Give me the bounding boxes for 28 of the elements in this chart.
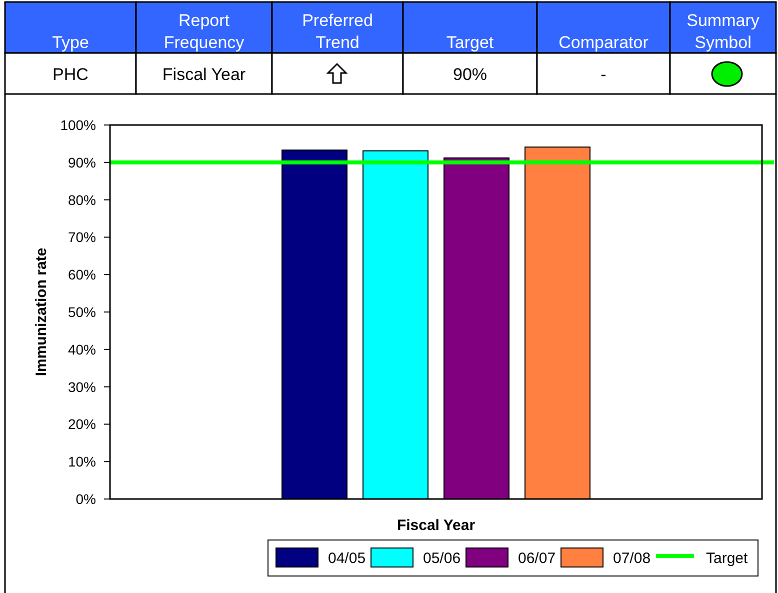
text: Summary Symbol bbox=[686, 11, 760, 52]
legend-label: Target bbox=[706, 550, 749, 567]
y-tick-label: 50% bbox=[68, 304, 96, 320]
text: Comparator bbox=[558, 33, 649, 52]
text: PHC bbox=[52, 65, 88, 84]
y-axis-title: Immunization rate bbox=[33, 248, 50, 376]
text: - bbox=[600, 65, 606, 84]
y-tick-label: 100% bbox=[60, 117, 96, 133]
legend-label: 07/08 bbox=[613, 550, 651, 567]
x-axis-title: Fiscal Year bbox=[396, 517, 476, 534]
text: 90% bbox=[452, 65, 488, 84]
y-tick-label: 30% bbox=[68, 378, 96, 395]
y-tick-label: 10% bbox=[68, 454, 96, 470]
legend-label: 06/07 bbox=[518, 550, 556, 567]
legend-label: 04/05 bbox=[328, 550, 366, 567]
text: Type bbox=[52, 33, 89, 52]
y-tick-label: 0% bbox=[76, 491, 96, 507]
y-tick-label: 80% bbox=[68, 192, 96, 208]
y-tick-label: 20% bbox=[68, 416, 96, 432]
y-tick-label: 70% bbox=[68, 229, 96, 246]
text: Fiscal Year bbox=[162, 65, 246, 84]
y-tick-label: 40% bbox=[68, 341, 96, 358]
text: Report Frequency bbox=[164, 11, 245, 52]
text: Target bbox=[446, 33, 494, 52]
y-tick-label: 90% bbox=[68, 154, 96, 170]
legend-label: 05/06 bbox=[423, 550, 461, 567]
y-tick-label: 60% bbox=[68, 266, 96, 283]
text: Preferred Trend bbox=[302, 11, 373, 52]
